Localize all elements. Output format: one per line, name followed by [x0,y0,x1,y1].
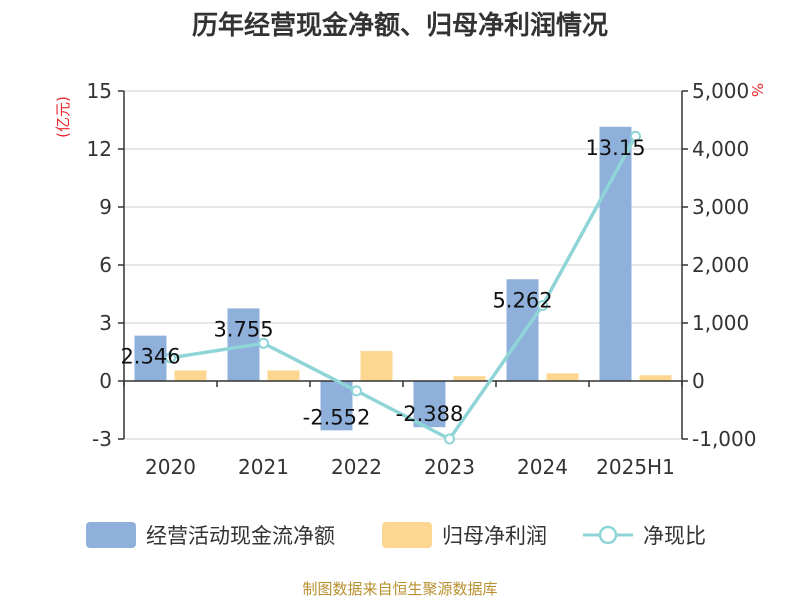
right-tick-label: -1,000 [692,427,756,451]
line-point [630,130,641,142]
x-tick-label: 2020 [145,455,196,479]
data-labels: 2.346 3.755 -2.552 -2.388 5.262 13.15 [120,136,645,430]
right-tick-label: 1,000 [692,311,749,335]
right-tick-label: 4,000 [692,137,749,161]
line-series [165,130,641,445]
x-tick-label: 2021 [238,455,289,479]
bar-operating-cashflow [599,126,632,382]
data-label: 2.346 [120,345,180,369]
x-tick-label: 2023 [424,455,475,479]
left-tick-label: 15 [87,79,112,103]
legend-item: 净现比 [583,524,706,548]
data-label: 5.262 [492,288,552,312]
bar-operating-cashflow [320,381,353,431]
bar-net-profit [639,375,672,381]
right-tick-label: 0 [692,369,705,393]
legend-marker [598,525,618,545]
bar-net-profit [453,376,486,381]
x-tick-label: 2022 [331,455,382,479]
line-point [444,433,455,445]
right-tick-label: 3,000 [692,195,749,219]
legend-item: 经营活动现金流净额 [86,522,335,548]
bar-operating-cashflow [134,335,167,381]
line-cash-ratio [170,135,638,442]
line-point [351,385,362,397]
bar-net-profit [174,370,207,381]
bar-net-profit [267,370,300,381]
bar-operating-cashflow [413,381,446,428]
legend-swatch [86,522,136,548]
left-tick-label: 9 [99,195,112,219]
bar-operating-cashflow [506,279,539,381]
x-tick-label: 2024 [517,455,568,479]
left-tick-label: 0 [99,369,112,393]
right-tick-label: 2,000 [692,253,749,277]
legend-item: 归母净利润 [382,522,547,548]
legend-label: 净现比 [643,524,706,548]
legend-label: 经营活动现金流净额 [146,524,335,548]
line-point [165,352,176,364]
left-tick-label: 12 [87,137,112,161]
left-tick-label: 6 [99,253,112,277]
line-point [258,337,269,349]
left-axis-unit: (亿元) [54,96,72,138]
left-tick-label: -3 [92,427,112,451]
chart-title: 历年经营现金净额、归母净利润情况 [192,10,608,41]
x-tick-label: 2025H1 [596,455,675,479]
bar-net-profit [360,351,393,381]
legend-swatch [382,522,432,548]
bar-net-profit [546,373,579,381]
left-tick-label: 3 [99,311,112,335]
legend-label: 归母净利润 [442,524,547,548]
data-label: -2.552 [303,405,371,429]
bars [134,126,672,431]
line-point [537,300,548,312]
grid-lines [124,90,682,440]
data-label: -2.388 [396,402,464,426]
data-label: 3.755 [213,317,273,341]
legend: 经营活动现金流净额 归母净利润 净现比 [86,522,706,548]
axes: -3 0 3 6 9 12 15 -1,000 0 1,000 2,000 3,000 4,000 5,0… [87,79,757,479]
right-axis-unit: % [748,83,766,97]
right-tick-label: 5,000 [692,79,749,103]
source-note: 制图数据来自恒生聚源数据库 [302,580,497,598]
data-label: 13.15 [585,136,645,160]
